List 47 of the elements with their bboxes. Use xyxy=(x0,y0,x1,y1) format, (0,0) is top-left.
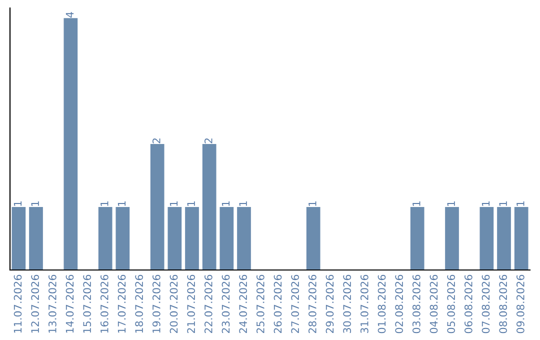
x-tick-label: 14.07.2026 xyxy=(66,274,74,333)
data-label: 1 xyxy=(222,201,230,206)
x-tick-label: 15.07.2026 xyxy=(83,274,92,333)
x-tick-label: 20.07.2026 xyxy=(170,274,178,334)
data-label: 1 xyxy=(412,201,420,206)
x-tick-label: 02.08.2026 xyxy=(395,274,404,334)
data-label: 1 xyxy=(482,201,490,206)
x-tick-label: 07.08.2026 xyxy=(482,274,490,334)
data-label: 1 xyxy=(170,201,178,206)
x-tick-label: 12.07.2026 xyxy=(31,274,40,333)
x-tick-label: 28.07.2026 xyxy=(308,274,316,334)
x-tick-label: 26.07.2026 xyxy=(274,274,282,334)
data-label: 1 xyxy=(31,201,39,206)
x-tick-label: 09.08.2026 xyxy=(516,274,524,334)
x-tick-label: 24.07.2026 xyxy=(239,274,248,334)
data-label: 1 xyxy=(118,201,126,206)
data-label: 1 xyxy=(100,201,108,206)
data-label: 1 xyxy=(14,201,22,206)
data-label: 4 xyxy=(66,12,74,18)
x-tick-label: 23.07.2026 xyxy=(222,274,230,334)
x-tick-label: 05.08.2026 xyxy=(447,274,456,334)
x-tick-label: 21.07.2026 xyxy=(187,274,196,334)
data-label: 1 xyxy=(308,201,316,206)
x-tick-label: 04.08.2026 xyxy=(430,274,438,334)
data-label: 1 xyxy=(187,201,195,206)
x-tick-label: 11.07.2026 xyxy=(14,274,22,333)
data-label: 1 xyxy=(239,201,247,206)
x-tick-label: 27.07.2026 xyxy=(291,274,300,334)
x-tick-label: 01.08.2026 xyxy=(378,274,386,334)
x-tick-label: 06.08.2026 xyxy=(464,274,472,334)
x-tick-label: 19.07.2026 xyxy=(152,274,160,333)
data-label: 2 xyxy=(152,138,160,144)
x-tick-label: 18.07.2026 xyxy=(135,274,144,333)
x-tick-label: 03.08.2026 xyxy=(412,274,420,334)
x-tick-label: 31.07.2026 xyxy=(360,274,368,334)
x-tick-label: 17.07.2026 xyxy=(118,274,126,333)
x-tick-label: 25.07.2026 xyxy=(256,274,264,334)
x-tick-label: 29.07.2026 xyxy=(326,274,334,334)
data-label: 2 xyxy=(204,138,212,144)
data-label: 1 xyxy=(499,201,507,206)
x-tick-label: 22.07.2026 xyxy=(204,274,212,334)
x-tick-label: 08.08.2026 xyxy=(499,274,508,334)
x-tick-label: 16.07.2026 xyxy=(100,274,108,333)
data-label: 1 xyxy=(516,201,524,206)
x-tick-label: 30.07.2026 xyxy=(343,274,352,334)
data-label: 1 xyxy=(447,201,455,206)
x-tick-label: 13.07.2026 xyxy=(48,274,56,333)
